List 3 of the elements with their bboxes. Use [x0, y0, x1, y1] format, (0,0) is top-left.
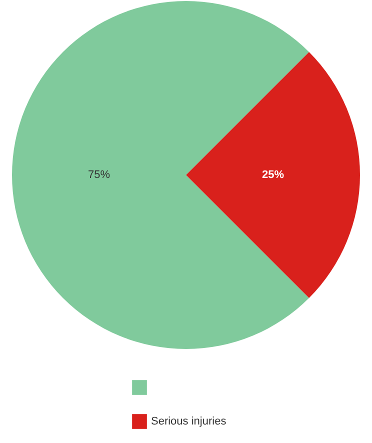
- legend-label: Serious injuries: [151, 416, 227, 428]
- data-label: 75%: [88, 169, 110, 181]
- data-label: 25%: [262, 169, 284, 181]
